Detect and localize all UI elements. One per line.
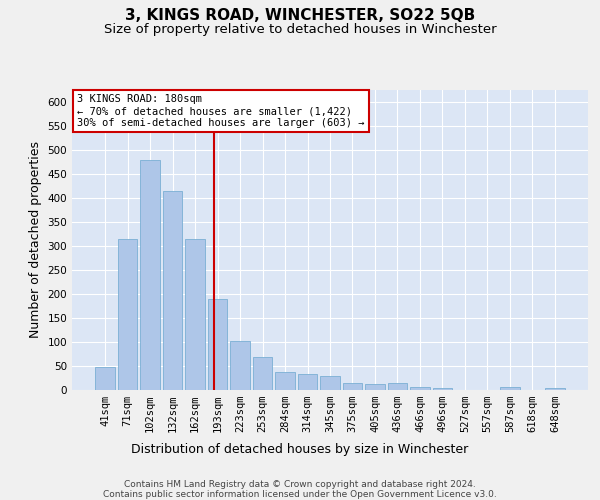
Bar (118, 239, 137, 390)
Bar (140, 160, 160, 390)
Y-axis label: Number of detached properties: Number of detached properties (29, 142, 42, 338)
Text: Size of property relative to detached houses in Winchester: Size of property relative to detached ho… (104, 22, 496, 36)
Bar (410, 386, 430, 390)
Bar (500, 386, 520, 390)
Bar (95, 368, 115, 390)
Bar (433, 388, 452, 390)
Bar (208, 299, 227, 390)
Bar (230, 340, 250, 390)
Text: Distribution of detached houses by size in Winchester: Distribution of detached houses by size … (131, 442, 469, 456)
Text: 3, KINGS ROAD, WINCHESTER, SO22 5QB: 3, KINGS ROAD, WINCHESTER, SO22 5QB (125, 8, 475, 22)
Bar (545, 388, 565, 390)
Bar (343, 384, 362, 390)
Bar (388, 384, 407, 390)
Bar (275, 372, 295, 390)
Bar (320, 376, 340, 390)
Text: Contains HM Land Registry data © Crown copyright and database right 2024.
Contai: Contains HM Land Registry data © Crown c… (103, 480, 497, 500)
Bar (163, 191, 182, 390)
Bar (365, 384, 385, 390)
Text: 3 KINGS ROAD: 180sqm
← 70% of detached houses are smaller (1,422)
30% of semi-de: 3 KINGS ROAD: 180sqm ← 70% of detached h… (77, 94, 365, 128)
Bar (253, 358, 272, 390)
Bar (185, 239, 205, 390)
Bar (298, 374, 317, 390)
